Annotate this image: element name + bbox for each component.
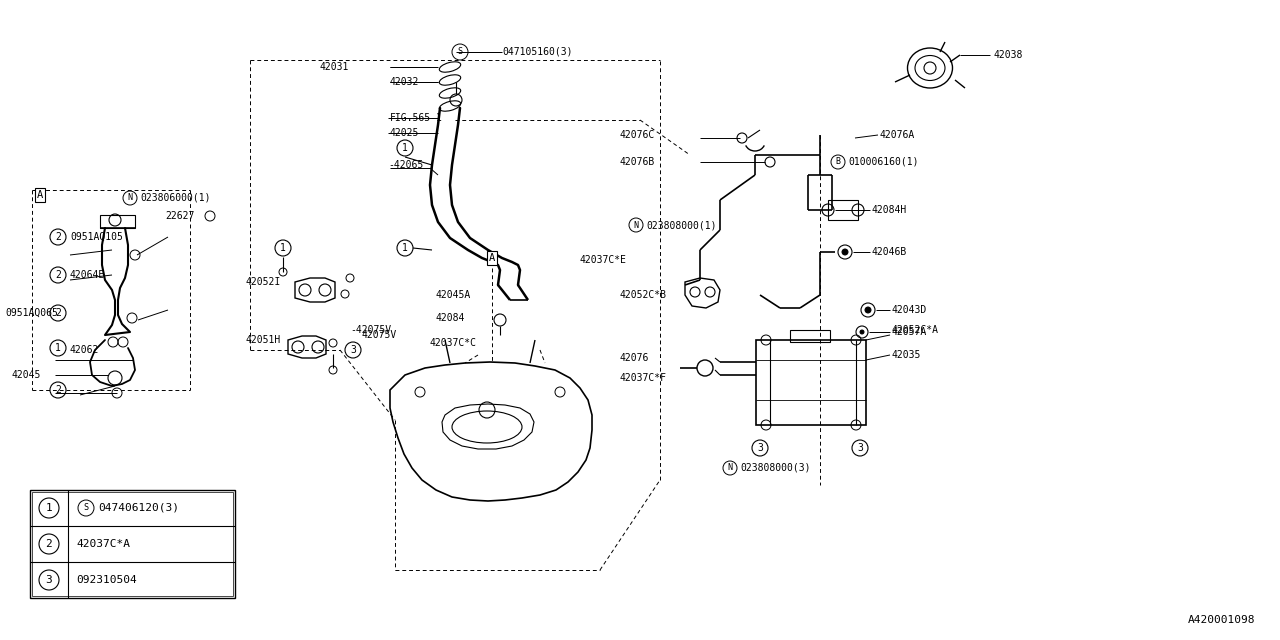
Text: 3: 3	[858, 443, 863, 453]
Bar	[32, 492, 233, 596]
Text: -42065: -42065	[388, 160, 424, 170]
Text: 0951AQ105: 0951AQ105	[70, 232, 123, 242]
Text: 2: 2	[55, 270, 61, 280]
Text: 42084H: 42084H	[872, 205, 908, 215]
Text: 42075V: 42075V	[362, 330, 397, 340]
Text: 42035: 42035	[892, 350, 922, 360]
Text: S: S	[457, 47, 462, 56]
Text: N: N	[727, 463, 732, 472]
Text: 42076: 42076	[620, 353, 649, 363]
Text: 047105160(3): 047105160(3)	[502, 47, 572, 57]
Text: 023808000(1): 023808000(1)	[646, 220, 717, 230]
Text: 1: 1	[402, 143, 408, 153]
Text: 023806000(1): 023806000(1)	[140, 193, 210, 203]
Text: 42037C*F: 42037C*F	[620, 373, 667, 383]
Text: 2: 2	[55, 232, 61, 242]
Text: B: B	[836, 157, 841, 166]
Text: 42076C: 42076C	[620, 130, 655, 140]
Bar	[100, 215, 134, 228]
Text: 42076B: 42076B	[620, 157, 655, 167]
Text: 42032: 42032	[390, 77, 420, 87]
Text: A420001098: A420001098	[1188, 615, 1254, 625]
Text: N: N	[128, 193, 133, 202]
Bar	[790, 330, 829, 342]
Text: 023808000(3): 023808000(3)	[740, 463, 810, 473]
Text: N: N	[634, 221, 639, 230]
Text: 42037C*A: 42037C*A	[76, 539, 131, 549]
Text: 22627: 22627	[165, 211, 195, 221]
Text: 1: 1	[55, 343, 61, 353]
Text: 42045: 42045	[12, 370, 41, 380]
Text: 42064E: 42064E	[70, 270, 105, 280]
Text: 42052C*B: 42052C*B	[620, 290, 667, 300]
Text: 42038: 42038	[993, 50, 1023, 60]
Text: 42084: 42084	[435, 313, 465, 323]
Text: 42025: 42025	[390, 128, 420, 138]
Text: -42075V: -42075V	[349, 325, 392, 335]
Text: 3: 3	[349, 345, 356, 355]
Text: 42051H: 42051H	[244, 335, 280, 345]
Text: S: S	[83, 504, 88, 513]
Text: 42052C*A: 42052C*A	[892, 325, 940, 335]
Text: 3: 3	[46, 575, 52, 585]
Text: A: A	[489, 253, 495, 263]
Text: 1: 1	[280, 243, 285, 253]
Text: 42062: 42062	[70, 345, 100, 355]
Text: 42076A: 42076A	[881, 130, 915, 140]
Text: 42046B: 42046B	[872, 247, 908, 257]
Bar	[828, 200, 858, 220]
Text: 42037C*E: 42037C*E	[580, 255, 627, 265]
Text: 092310504: 092310504	[76, 575, 137, 585]
Text: 42037C*C: 42037C*C	[430, 338, 477, 348]
Text: 42057A: 42057A	[892, 327, 927, 337]
Text: 42031: 42031	[320, 62, 349, 72]
Text: 010006160(1): 010006160(1)	[849, 157, 919, 167]
Circle shape	[860, 330, 864, 334]
Text: 2: 2	[55, 385, 61, 395]
Text: 2: 2	[46, 539, 52, 549]
Bar	[29, 490, 236, 598]
Text: 0951AQ065: 0951AQ065	[5, 308, 58, 318]
Text: 42045A: 42045A	[435, 290, 470, 300]
Text: FIG.565-1: FIG.565-1	[390, 113, 443, 123]
Text: 047406120(3): 047406120(3)	[99, 503, 179, 513]
Text: 1: 1	[46, 503, 52, 513]
Text: A: A	[37, 190, 44, 200]
Text: 42043D: 42043D	[892, 305, 927, 315]
Circle shape	[865, 307, 870, 313]
Circle shape	[842, 249, 849, 255]
Text: 1: 1	[402, 243, 408, 253]
Text: 3: 3	[756, 443, 763, 453]
Bar	[756, 340, 867, 425]
Text: 42052I: 42052I	[244, 277, 280, 287]
Text: 2: 2	[55, 308, 61, 318]
